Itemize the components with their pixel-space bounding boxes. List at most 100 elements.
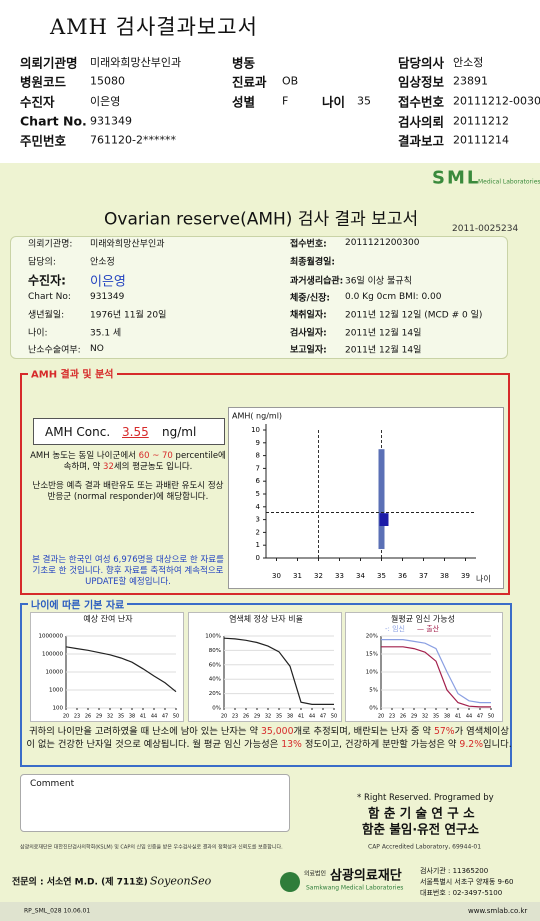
x-tick-label: 26 xyxy=(243,714,249,720)
x-tick-label: 20 xyxy=(63,714,69,720)
x-tick-label: 50 xyxy=(488,714,494,720)
x-tick-label: 44 xyxy=(151,714,157,720)
mini-panel xyxy=(345,612,503,722)
cap-accreditation: CAP Accredited Laboratory, 69944-01 xyxy=(368,843,482,851)
address-line: 검사기관 : 11365200 xyxy=(420,867,489,875)
field-value: 이은영 xyxy=(90,95,121,108)
x-tick-label: 38 xyxy=(440,572,449,580)
y-tick-label: 80% xyxy=(209,648,221,654)
x-tick-label: 32 xyxy=(107,714,113,720)
x-tick-label: 32 xyxy=(265,714,271,720)
field-value: OB xyxy=(282,74,299,88)
field-label: 성별 xyxy=(232,94,256,110)
summary-part: 가 염색체이상이 없는 건강한 난자일 것으로 예상됩니다. 월 평균 임신 가… xyxy=(26,726,509,750)
info-label: 의뢰기관명: xyxy=(28,239,73,250)
y-tick-label: 1000 xyxy=(49,688,63,694)
info-label: 생년월일: xyxy=(28,310,65,321)
summary-part: 귀하의 나이만을 고려하였을 때 난소에 남아 있는 난자는 약 xyxy=(29,726,261,737)
lab-name: 함춘 불임·유전 연구소 xyxy=(362,821,479,837)
x-tick-label: 47 xyxy=(477,714,483,720)
info-label: 체중/신장: xyxy=(290,293,331,304)
field-value: 23891 xyxy=(453,74,488,88)
field-label: 임상정보 xyxy=(398,74,445,90)
x-tick-label: 36 xyxy=(398,572,407,580)
field-label: Chart No. xyxy=(20,113,87,129)
info-value: 0.0 Kg 0cm BMI: 0.00 xyxy=(345,292,442,302)
info-value: 1976년 11월 20일 xyxy=(90,310,167,321)
org-name-en: Samkwang Medical Laboratories xyxy=(306,884,404,892)
summary-part: 입니다. xyxy=(483,739,512,750)
y-tick-label: 10 xyxy=(251,426,260,434)
info-label: 나이: xyxy=(28,328,48,339)
x-tick-label: 20 xyxy=(221,714,227,720)
x-tick-label: 39 xyxy=(461,572,470,580)
x-tick-label: 41 xyxy=(140,714,146,720)
amh-note: 본 결과는 한국인 여성 6,976명을 대상으로 한 자료를 기초로 한 것입… xyxy=(30,555,226,588)
x-tick-label: 33 xyxy=(335,572,344,580)
org-name: 삼광의료재단 xyxy=(330,868,402,884)
x-tick-label: 23 xyxy=(74,714,80,720)
y-tick-label: 8 xyxy=(256,452,260,460)
x-tick-label: 23 xyxy=(232,714,238,720)
legend-entry: -: 임신 xyxy=(385,624,405,633)
y-tick-label: 100% xyxy=(205,634,221,640)
field-value: 미래와희망산부인과 xyxy=(90,56,182,69)
legend-entry: — 출산 xyxy=(417,624,440,633)
y-tick-label: 2 xyxy=(256,528,260,536)
amh-text-part: 32 xyxy=(103,462,114,472)
y-tick-label: 3 xyxy=(256,516,260,524)
x-tick-label: 47 xyxy=(320,714,326,720)
y-tick-label: 5% xyxy=(369,688,378,694)
x-tick-label: 29 xyxy=(254,714,260,720)
info-label: 채취일자: xyxy=(290,310,327,321)
field-value: F xyxy=(282,94,289,108)
mini-panel xyxy=(188,612,342,722)
info-value: 2011년 12월 12일 (MCD # 0 일) xyxy=(345,310,483,321)
field-label: 접수번호 xyxy=(398,94,445,110)
info-box xyxy=(10,236,508,359)
info-label: 접수번호: xyxy=(290,239,327,250)
line-series xyxy=(223,637,334,705)
field-label: 결과보고 xyxy=(398,133,445,149)
x-tick-label: 50 xyxy=(331,714,337,720)
x-tick-label: 50 xyxy=(173,714,179,720)
y-tick-label: 20% xyxy=(366,634,378,640)
summary-part: 9.2% xyxy=(459,739,484,750)
info-label: 과거생리습관: xyxy=(290,276,344,287)
y-tick-label: 40% xyxy=(209,677,221,683)
info-label: 검사일자: xyxy=(290,328,327,339)
field-label: 의뢰기관명 xyxy=(20,55,78,71)
x-tick-label: 35 xyxy=(276,714,282,720)
field-value: 35 xyxy=(357,94,371,108)
amh-section-box xyxy=(20,373,510,595)
logo-sub: Medical Laboratories xyxy=(478,178,540,186)
amh-text-part: AMH 농도는 동일 나이군에서 xyxy=(30,451,139,461)
info-label: 수진자: xyxy=(28,273,66,288)
summary-part: 13% xyxy=(281,739,302,750)
info-value: 35.1 세 xyxy=(90,328,122,339)
basic-section-box xyxy=(20,603,512,767)
y-tick-label: 100000 xyxy=(42,652,63,658)
amh-conc-box xyxy=(33,418,225,445)
summary-part: 정도이고, 건강하게 분만할 가능성은 약 xyxy=(301,739,460,750)
line-series xyxy=(381,646,491,708)
amh-text-part: percentile에 속하며, 약 xyxy=(63,451,226,472)
x-tick-label: 35 xyxy=(433,714,439,720)
x-axis-label: 나이 xyxy=(476,574,491,584)
field-label: 병동 xyxy=(232,55,256,71)
x-tick-label: 20 xyxy=(378,714,384,720)
summary-part: 57% xyxy=(433,726,455,737)
comment-box xyxy=(20,774,290,832)
doctor: 전문의 : 서소연 M.D. (제 711호) xyxy=(12,877,148,888)
field-value: 20111212-00300 xyxy=(453,94,540,108)
field-value: 안소정 xyxy=(453,56,484,69)
y-tick-label: 5 xyxy=(256,490,260,498)
section-title: AMH 결과 및 분석 xyxy=(28,365,117,381)
amh-range-bar xyxy=(378,449,385,550)
x-tick-label: 41 xyxy=(455,714,461,720)
mini-chart-title: 월평균 임신 가능성 xyxy=(391,614,455,624)
y-tick-label: 15% xyxy=(366,652,378,658)
info-value: NO xyxy=(90,344,104,354)
info-value: 931349 xyxy=(90,292,125,302)
